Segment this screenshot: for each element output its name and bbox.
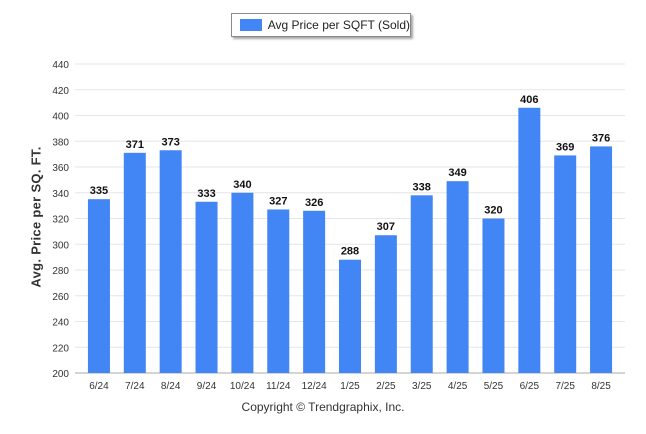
- data-label: 371: [126, 139, 144, 151]
- x-tick-label: 10/24: [230, 381, 255, 392]
- bar[interactable]: [446, 181, 469, 373]
- bar[interactable]: [231, 192, 254, 373]
- legend-label: Avg Price per SQFT (Sold): [267, 18, 410, 32]
- copyright-footer: Copyright © Trendgraphix, Inc.: [241, 400, 405, 414]
- bar[interactable]: [123, 152, 146, 373]
- y-axis-title: Avg. Price per SQ. FT.: [28, 146, 44, 288]
- bar[interactable]: [87, 199, 110, 373]
- data-label: 406: [520, 94, 538, 106]
- bar[interactable]: [554, 155, 577, 373]
- data-label: 340: [233, 179, 251, 191]
- y-tick-label: 360: [52, 163, 69, 174]
- bar[interactable]: [303, 210, 326, 373]
- y-tick-label: 300: [52, 240, 69, 251]
- x-tick-label: 8/25: [591, 381, 611, 392]
- x-tick-label: 6/24: [89, 381, 109, 392]
- data-label: 320: [484, 205, 502, 217]
- x-tick-label: 6/25: [520, 381, 540, 392]
- y-tick-label: 220: [52, 343, 69, 354]
- bar[interactable]: [482, 218, 505, 374]
- y-tick-labels: 200 220 240 260 280 300 320 340 360 380 400 420 440: [52, 60, 69, 380]
- data-label: 327: [269, 195, 287, 207]
- x-tick-label: 1/25: [340, 381, 360, 392]
- y-tick-label: 380: [52, 137, 69, 148]
- x-tick-label: 3/25: [412, 381, 432, 392]
- x-tick-labels: 6/24 7/24 8/24 9/24 10/24 11/24 12/24 1/25 2/25 3…: [89, 381, 611, 392]
- data-label: 335: [90, 185, 108, 197]
- data-label: 349: [448, 167, 466, 179]
- y-tick-label: 320: [52, 215, 69, 226]
- bar[interactable]: [339, 259, 361, 373]
- bar[interactable]: [267, 209, 290, 373]
- data-label: 333: [197, 188, 215, 200]
- legend-swatch: [240, 19, 262, 31]
- bar[interactable]: [159, 150, 182, 373]
- bars: [87, 107, 613, 374]
- data-label: 376: [592, 132, 610, 144]
- y-tick-label: 440: [52, 60, 69, 71]
- bar[interactable]: [374, 235, 397, 373]
- x-tick-label: 2/25: [376, 381, 396, 392]
- bar[interactable]: [518, 107, 541, 374]
- data-label: 373: [161, 136, 179, 148]
- y-tick-label: 260: [52, 292, 69, 303]
- legend[interactable]: Avg Price per SQFT (Sold): [231, 13, 411, 37]
- x-tick-label: 4/25: [448, 381, 468, 392]
- y-tick-label: 280: [52, 266, 69, 277]
- x-tick-label: 12/24: [302, 381, 327, 392]
- y-tick-label: 200: [52, 369, 69, 380]
- x-tick-label: 9/24: [197, 381, 217, 392]
- x-tick-label: 8/24: [161, 381, 181, 392]
- x-tick-label: 7/24: [125, 381, 145, 392]
- data-label: 307: [377, 221, 395, 233]
- x-tick-label: 7/25: [555, 381, 575, 392]
- bar[interactable]: [590, 146, 613, 373]
- data-label: 369: [556, 141, 574, 153]
- data-label: 338: [413, 181, 431, 193]
- bar[interactable]: [195, 201, 218, 373]
- y-tick-label: 240: [52, 318, 69, 329]
- data-label: 326: [305, 197, 323, 209]
- y-tick-label: 400: [52, 112, 69, 123]
- bar[interactable]: [410, 195, 433, 373]
- y-tick-label: 340: [52, 189, 69, 200]
- y-tick-label: 420: [52, 86, 69, 97]
- x-tick-label: 11/24: [266, 381, 291, 392]
- data-label: 288: [341, 246, 359, 258]
- x-tick-label: 5/25: [484, 381, 504, 392]
- data-labels: 335 371 373 333 340 327 326 288 307 338 349 320 406 3…: [90, 94, 610, 258]
